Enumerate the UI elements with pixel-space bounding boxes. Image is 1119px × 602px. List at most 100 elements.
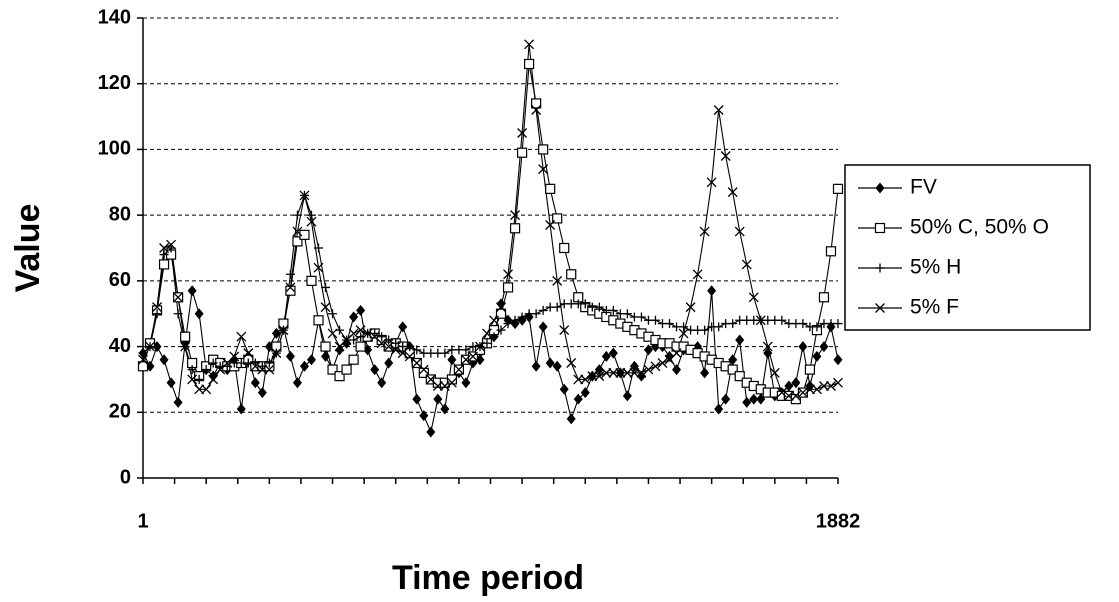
diamond-marker [285,350,295,362]
diamond-marker [531,360,541,372]
diamond-marker [784,380,794,392]
plus-marker [264,358,274,368]
diamond-marker [461,377,471,389]
diamond-marker [833,354,843,366]
diamond-marker [292,377,302,389]
cross-marker [783,390,794,401]
plus-marker [728,319,738,329]
plus-marker [194,374,204,384]
cross-marker [503,269,514,280]
cross-marker [538,164,549,175]
square-marker [313,315,324,326]
diamond-marker [714,403,724,415]
diamond-marker [440,403,450,415]
diamond-marker [433,393,443,405]
square-marker [727,364,738,375]
square-marker [552,213,563,224]
diamond-marker [194,308,204,320]
cross-marker [720,151,731,161]
cross-marker [748,292,759,303]
plus-marker [461,345,471,355]
diamond-marker [398,321,408,333]
cross-marker [517,128,528,138]
diamond-marker [721,393,731,405]
cross-marker [173,292,184,303]
cross-marker [769,367,780,378]
cross-marker [138,354,148,365]
cross-marker [811,384,822,395]
plus-marker [440,348,450,358]
diamond-marker [700,367,710,379]
cross-marker [327,328,338,339]
diamond-marker [559,383,569,395]
diamond-marker [798,341,808,353]
cross-marker [706,177,717,188]
y-tick-label: 60 [109,269,131,291]
diamond-marker [643,344,653,356]
cross-marker [453,364,464,375]
square-marker [158,259,170,270]
cross-marker [692,269,703,280]
diamond-marker [735,334,745,346]
plus-marker [650,315,660,325]
y-tick-label: 40 [109,335,131,357]
cross-marker [208,374,219,385]
cross-marker [355,325,366,336]
cross-marker [545,220,556,230]
cross-marker [489,315,499,326]
cross-marker [875,303,885,313]
diamond-marker [496,298,506,310]
diamond-marker [545,357,555,369]
diamond-marker [370,364,380,376]
square-marker [545,183,556,194]
y-tick-label: 100 [98,138,131,160]
plus-marker [152,309,162,319]
diamond-marker [749,393,759,405]
cross-marker [601,367,612,378]
square-marker [418,367,429,378]
square-marker [559,242,570,254]
cross-marker [194,384,205,395]
cross-marker [657,358,668,368]
plus-marker [405,342,415,352]
square-marker [180,331,191,342]
series-markers [138,39,843,401]
diamond-marker [166,377,176,389]
diamond-marker [419,410,429,422]
square-marker [355,341,366,352]
diamond-marker [349,311,359,323]
legend-label: 50% C, 50% O [910,216,1049,239]
diamond-marker [384,357,394,369]
plus-marker [798,319,808,329]
legend-label: 5% H [910,256,961,279]
cross-marker [397,348,408,359]
cross-marker [482,328,492,339]
plus-marker [812,322,822,332]
cross-marker [552,275,563,286]
diamond-marker [552,360,562,372]
cross-marker [306,216,317,227]
plus-marker [608,305,618,315]
diamond-marker [377,377,387,389]
square-marker [516,147,528,158]
diamond-marker [208,370,218,382]
cross-marker [622,367,633,378]
diamond-marker [566,413,576,425]
diamond-marker [250,377,260,389]
cross-marker [833,377,843,388]
plus-marker [510,315,520,325]
plus-marker [833,319,843,329]
diamond-marker [299,360,309,372]
cross-marker [292,226,303,237]
cross-marker [229,351,240,362]
cross-marker [475,341,485,352]
square-marker [531,98,542,109]
cross-marker [313,262,324,273]
plus-marker [503,319,513,329]
y-tick-label: 140 [98,6,131,28]
plus-marker [321,282,331,292]
cross-marker [152,302,162,313]
cross-marker [804,384,815,395]
plus-marker [159,250,169,260]
